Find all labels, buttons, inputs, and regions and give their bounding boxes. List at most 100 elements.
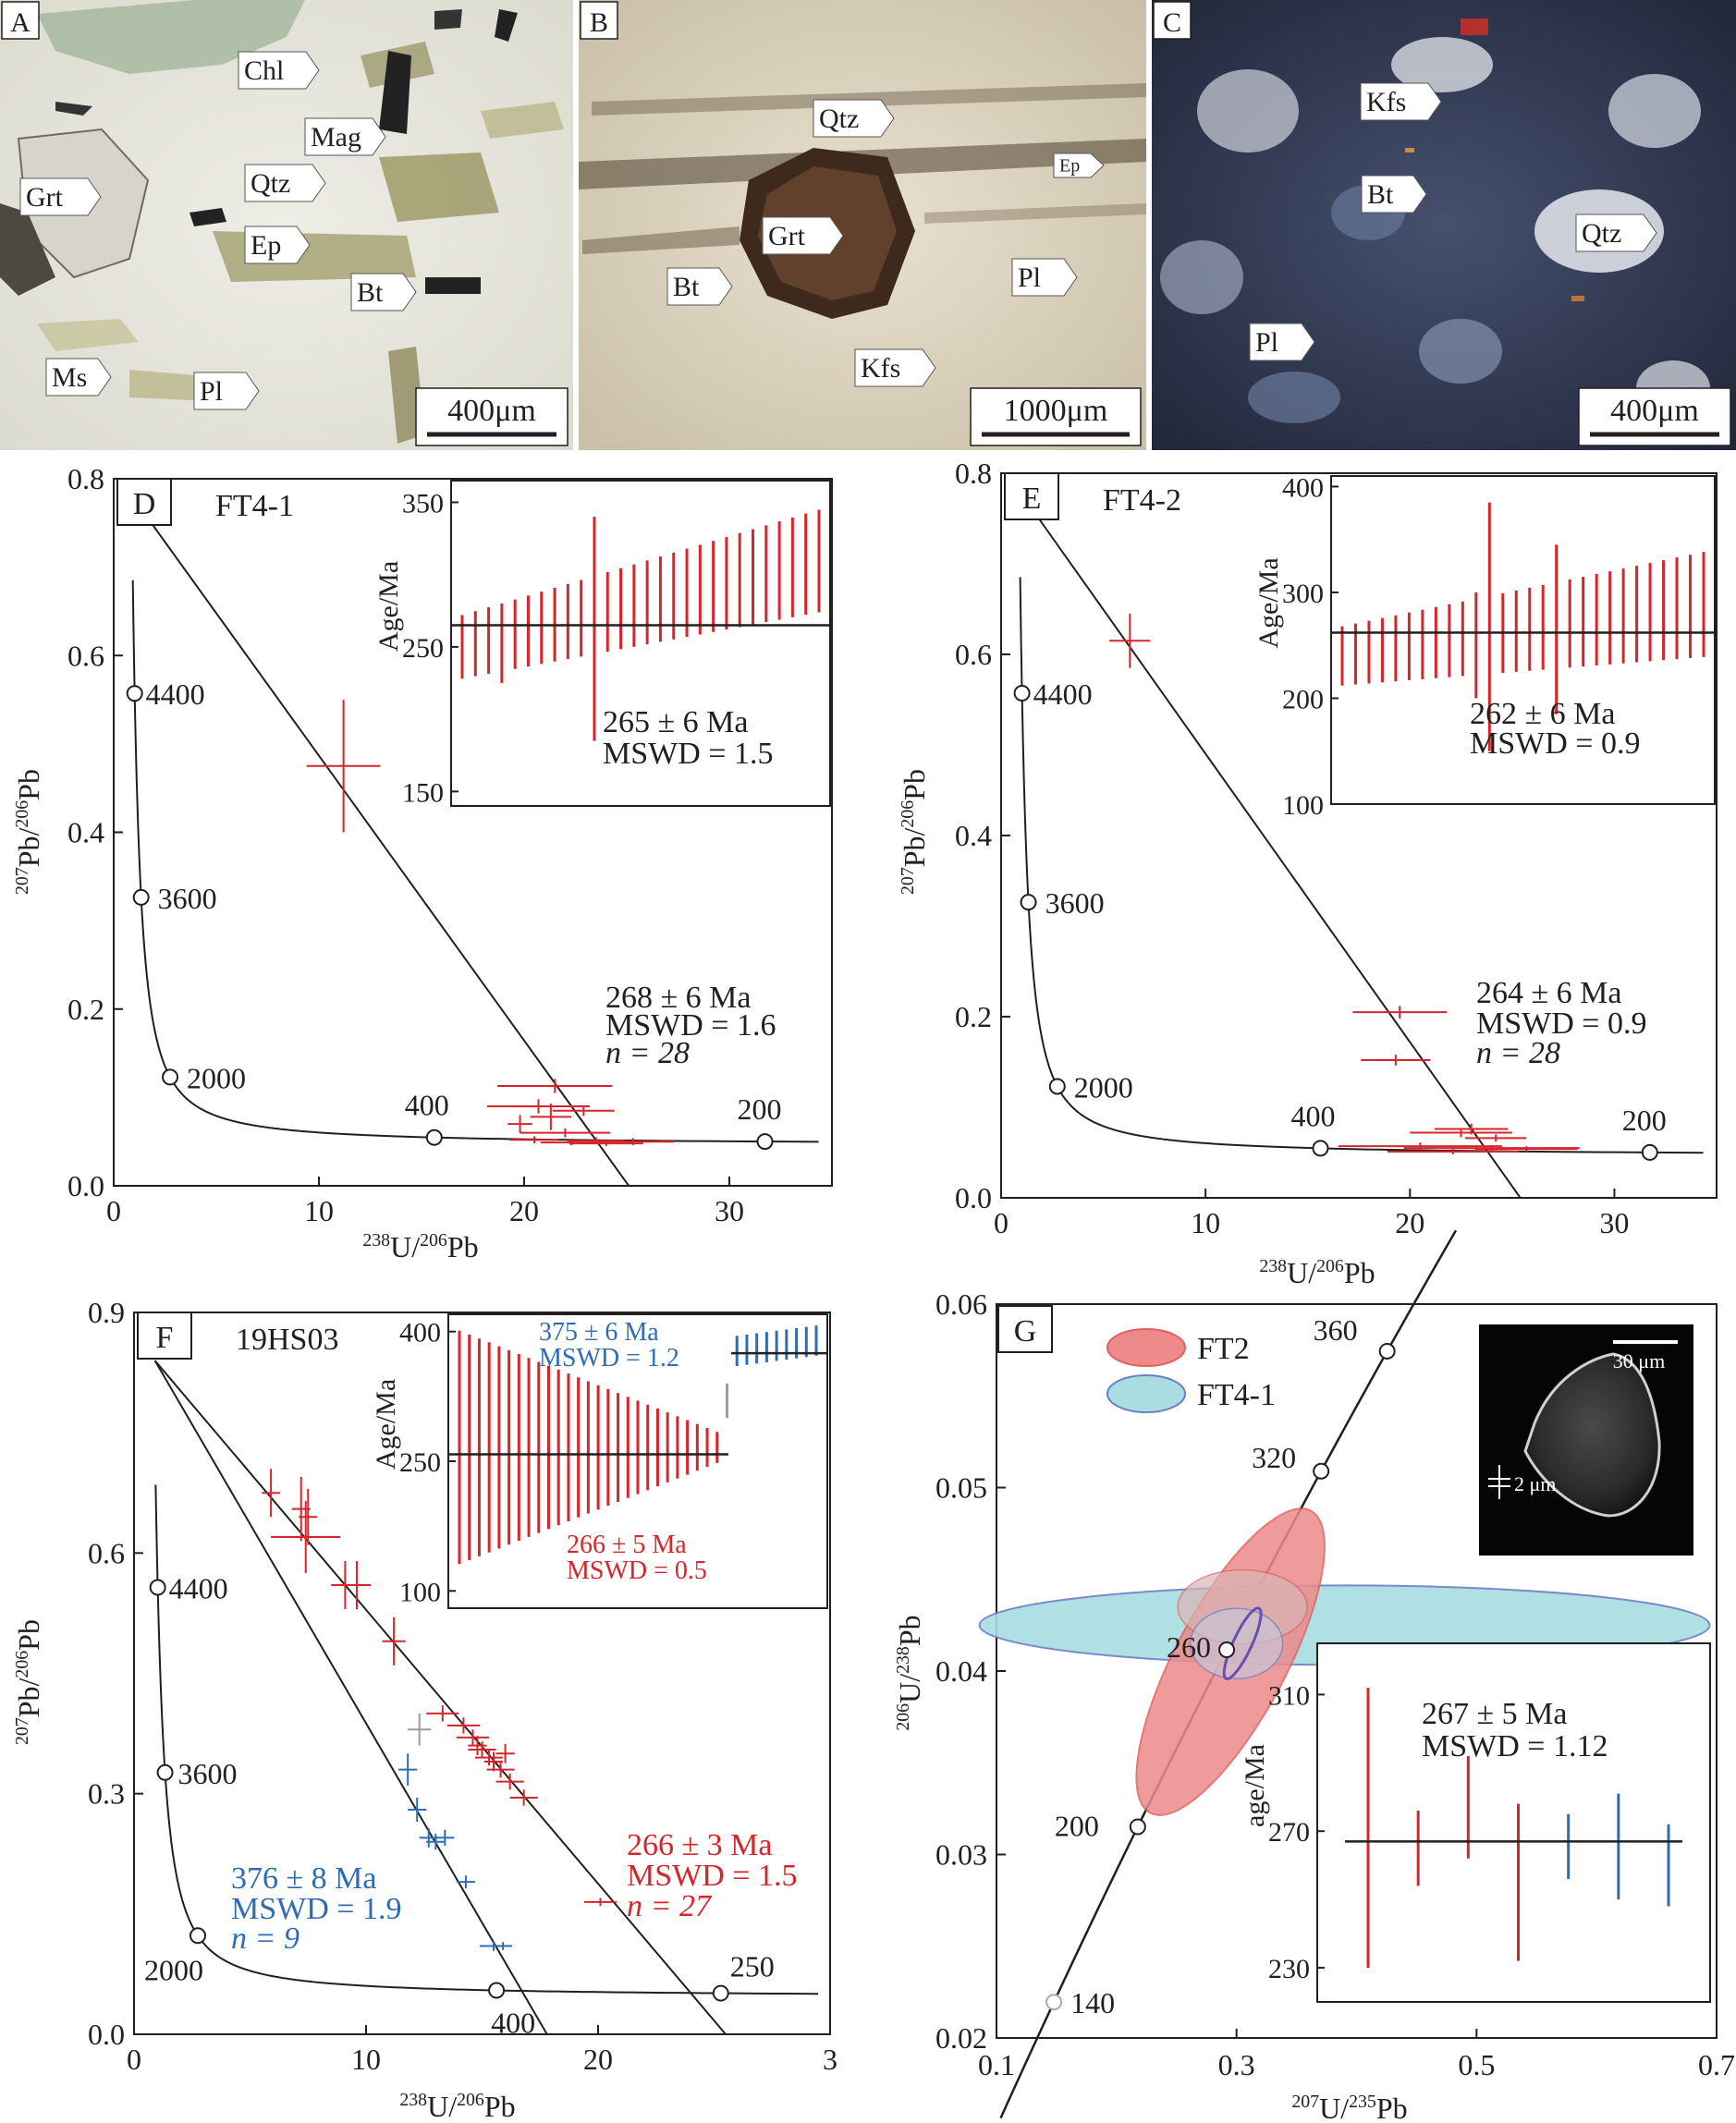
concordia-age-label: 360 (1314, 1313, 1358, 1347)
photo-letter: A (10, 7, 31, 38)
x-tick-label: 0 (106, 1194, 121, 1227)
y-tick-label: 0.0 (88, 2018, 125, 2051)
y-tick-label: 0.4 (67, 816, 104, 849)
concordia-age-marker (488, 1982, 506, 1999)
sample-name: FT4-2 (1103, 483, 1181, 518)
inset-y-tick-label: 100 (1282, 790, 1324, 821)
mineral-label: Mag (311, 122, 361, 153)
result-red-age: 266 ± 3 Ma (627, 1828, 772, 1862)
inset-y-label: Age/Ma (371, 1379, 401, 1470)
concordia-age-label: 400 (405, 1089, 449, 1122)
discordia-line (1019, 491, 1522, 1199)
legend-ft2-label: FT2 (1197, 1332, 1250, 1366)
inset-y-tick-label: 300 (1282, 579, 1324, 609)
concordia-age-label: 3600 (1045, 886, 1105, 920)
result-n: n = 28 (1476, 1036, 1560, 1070)
concordia-age-label: 400 (491, 2007, 535, 2040)
concordia-age-marker (425, 1129, 443, 1146)
result-blue-n: n = 9 (231, 1922, 300, 1956)
concordia-age-label: 400 (1290, 1099, 1335, 1132)
panel-e-tera-wasserburg-ft4-2: 0 10 20 30 0.0 0.2 0.4 0.6 0.8 4400 3600 2000 400 200… (898, 457, 1718, 1289)
panel-letter-box (137, 1312, 192, 1360)
mineral-label: Pl (1255, 327, 1278, 358)
result-n: n = 28 (605, 1036, 690, 1070)
panel-f-tera-wasserburg-19hs03: 0 10 20 3 0.0 0.3 0.6 0.9 4400 3600 2000 400 250 F 19H… (12, 1296, 837, 2123)
panel-letter-box (997, 1305, 1053, 1353)
concordia-age-marker (1048, 1078, 1066, 1095)
concordia-age-marker (712, 1984, 729, 2002)
result-mswd: MSWD = 0.9 (1476, 1007, 1646, 1041)
mineral-label: Kfs (861, 353, 900, 384)
result-red-n: n = 27 (627, 1889, 713, 1923)
concordia-age-marker (1313, 1462, 1330, 1480)
y-tick-label: 0.4 (955, 819, 992, 852)
concordia-age-label: 3600 (178, 1757, 238, 1790)
photo-letter: C (1163, 7, 1181, 38)
cl-thickness-label: 2 μm (1514, 1472, 1556, 1495)
mineral-label-tag (1053, 153, 1105, 178)
panel-d-tera-wasserburg-ft4-1: 0 10 20 30 0.0 0.2 0.4 0.6 0.8 4400 3600 2000 400 200… (12, 462, 833, 1263)
mineral-label-tag (304, 117, 386, 156)
x-tick-label: 10 (304, 1194, 334, 1227)
concordia-age-marker (126, 685, 143, 702)
photo-b (579, 0, 1146, 450)
mineral-label: Chl (244, 55, 284, 86)
sample-name: FT4-1 (215, 489, 294, 523)
legend-ft4-1-label: FT4-1 (1197, 1378, 1276, 1412)
y-tick-label: 0.04 (935, 1654, 987, 1688)
discordia-line (153, 1360, 727, 2035)
concordia-age-label: 2000 (1074, 1070, 1133, 1104)
panel-letter-box (116, 478, 172, 526)
concordia-age-label: 200 (1055, 1810, 1099, 1843)
inset-y-tick-label: 400 (399, 1318, 441, 1348)
scale-bar-label: 400μm (447, 394, 536, 428)
mineral-label: Ms (52, 362, 87, 393)
mineral-label: Grt (768, 221, 806, 251)
discordia-line (153, 1360, 548, 2035)
panel-letter-box (1004, 472, 1059, 520)
inset-age: 267 ± 5 Ma (1422, 1697, 1567, 1731)
panel-g-wetherill-concordia: 0.1 0.3 0.5 0.7 0.02 0.03 0.04 0.05 0.06 207U/235… (893, 1229, 1735, 2123)
inset-y-label: age/Ma (1240, 1744, 1270, 1827)
scale-bar-label: 400μm (1610, 394, 1699, 428)
panel-letter: E (1022, 482, 1042, 516)
inset-y-tick-label: 250 (402, 633, 444, 664)
result-age: 268 ± 6 Ma (605, 981, 751, 1015)
cl-zircon-image: 30 μm 2 μm (1479, 1324, 1693, 1556)
mineral-label: Bt (673, 272, 700, 302)
concordia-age-marker (1312, 1140, 1329, 1157)
concordia-age-marker (1129, 1818, 1146, 1836)
inset-y-tick-label: 150 (402, 777, 444, 808)
concordia-age-marker (1641, 1143, 1658, 1161)
concordia-age-marker (756, 1133, 774, 1151)
y-tick-label: 0.0 (955, 1181, 992, 1214)
concordia-curve (131, 580, 819, 1143)
y-axis-label: 207Pb/206Pb (898, 769, 931, 895)
concordia-age-label: 3600 (158, 882, 217, 915)
photo-letter-box (1153, 1, 1192, 40)
inset-y-tick-label: 250 (399, 1447, 441, 1478)
inset-y-tick-label: 350 (402, 488, 444, 519)
x-tick-label: 20 (509, 1194, 539, 1227)
mineral-label: Ep (1059, 156, 1080, 177)
inset-blue-age: 375 ± 6 Ma (539, 1318, 659, 1347)
mineral-label: Kfs (1366, 87, 1406, 117)
x-axis-label: 238U/206Pb (362, 1230, 478, 1263)
concordia-age-label: 4400 (169, 1572, 228, 1605)
mineral-label-tag (813, 99, 895, 138)
x-tick-label: 0.5 (1458, 2048, 1495, 2081)
inset-y-tick-label: 270 (1268, 1817, 1310, 1848)
photo-letter-box (1, 1, 40, 40)
mineral-label: Qtz (251, 168, 290, 199)
x-tick-label: 20 (583, 2043, 613, 2076)
concordia-age-marker (1378, 1342, 1396, 1360)
cl-scale-label: 30 μm (1613, 1349, 1665, 1373)
inset-y-label: Age/Ma (373, 561, 404, 652)
y-tick-label: 0.2 (67, 993, 104, 1026)
panel-letter: G (1014, 1314, 1037, 1348)
inset-mswd: MSWD = 1.5 (603, 737, 773, 771)
mineral-label: Bt (357, 277, 384, 308)
inset-frame (1316, 1642, 1711, 2003)
y-tick-label: 0.9 (88, 1296, 125, 1329)
